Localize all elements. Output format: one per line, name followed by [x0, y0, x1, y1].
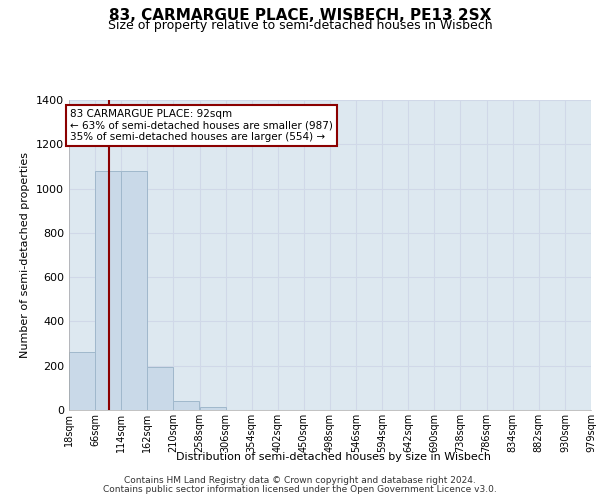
Bar: [199, 406, 226, 410]
Text: Size of property relative to semi-detached houses in Wisbech: Size of property relative to semi-detach…: [107, 19, 493, 32]
Text: 83, CARMARGUE PLACE, WISBECH, PE13 2SX: 83, CARMARGUE PLACE, WISBECH, PE13 2SX: [109, 8, 491, 22]
Bar: [69, 352, 95, 410]
Bar: [173, 401, 199, 410]
Y-axis label: Number of semi-detached properties: Number of semi-detached properties: [20, 152, 31, 358]
Bar: [95, 171, 121, 410]
Text: Distribution of semi-detached houses by size in Wisbech: Distribution of semi-detached houses by …: [176, 452, 491, 462]
Text: 83 CARMARGUE PLACE: 92sqm
← 63% of semi-detached houses are smaller (987)
35% of: 83 CARMARGUE PLACE: 92sqm ← 63% of semi-…: [70, 109, 333, 142]
Bar: [148, 367, 173, 410]
Text: Contains HM Land Registry data © Crown copyright and database right 2024.: Contains HM Land Registry data © Crown c…: [124, 476, 476, 485]
Bar: [121, 171, 148, 410]
Text: Contains public sector information licensed under the Open Government Licence v3: Contains public sector information licen…: [103, 485, 497, 494]
